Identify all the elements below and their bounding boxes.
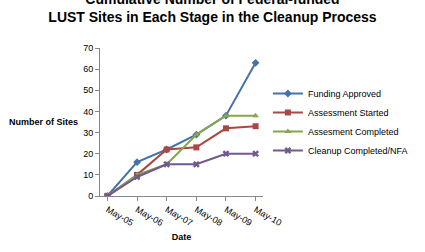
- svg-text:70: 70: [83, 43, 93, 53]
- svg-text:Date: Date: [172, 232, 192, 242]
- svg-text:Cleanup Completed/NFA: Cleanup Completed/NFA: [308, 146, 408, 156]
- svg-text:0: 0: [88, 191, 93, 201]
- svg-text:Assesment Completed: Assesment Completed: [308, 127, 399, 137]
- svg-text:20: 20: [83, 149, 93, 159]
- svg-text:May-07: May-07: [163, 204, 194, 228]
- svg-text:50: 50: [83, 85, 93, 95]
- svg-text:May-06: May-06: [134, 204, 165, 228]
- svg-text:Cumulative Number of Federal-f: Cumulative Number of Federal-fundedLUST …: [48, 0, 377, 25]
- svg-text:40: 40: [83, 107, 93, 117]
- svg-text:May-05: May-05: [104, 204, 135, 228]
- svg-text:Funding Approved: Funding Approved: [308, 89, 381, 99]
- svg-text:May-10: May-10: [252, 204, 283, 228]
- svg-text:60: 60: [83, 64, 93, 74]
- svg-text:10: 10: [83, 170, 93, 180]
- svg-text:May-08: May-08: [193, 204, 224, 228]
- svg-text:Assessment Started: Assessment Started: [308, 108, 389, 118]
- svg-text:May-09: May-09: [223, 204, 254, 228]
- svg-text:Number of Sites: Number of Sites: [9, 117, 78, 127]
- svg-text:30: 30: [83, 128, 93, 138]
